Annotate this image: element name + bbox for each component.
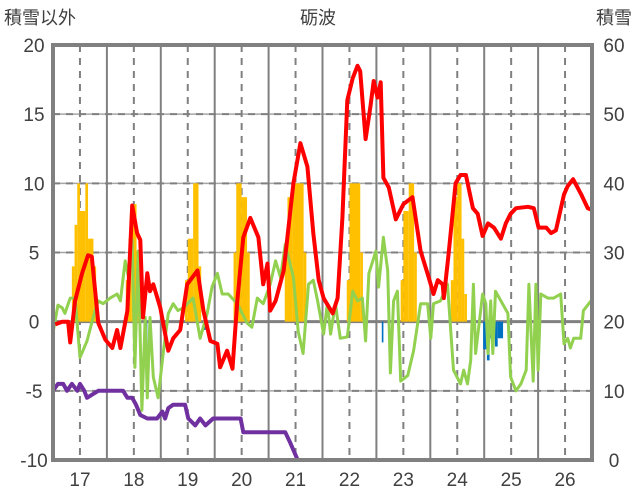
yellow-bar (360, 252, 363, 322)
yellow-bar (236, 183, 242, 322)
y-tick-label-left: -10 (20, 451, 47, 472)
purple-series-line (51, 381, 592, 462)
yellow-bar (461, 238, 465, 322)
x-tick-label: 19 (177, 470, 198, 491)
yellow-bar (233, 252, 237, 322)
left-axis-title: 積雪以外 (4, 8, 76, 29)
plot-frame (51, 43, 594, 462)
y-tick-label-left: 0 (29, 313, 40, 334)
yellow-bar (408, 183, 415, 322)
yellow-bar (77, 183, 80, 322)
yellow-bar (450, 280, 454, 322)
blue-bar (483, 321, 487, 350)
yellow-bar (71, 266, 75, 322)
right-axis-title: 積雪 (596, 8, 632, 29)
yellow-bar (74, 224, 78, 322)
yellow-bar (403, 211, 409, 322)
yellow-bar (303, 252, 307, 322)
yellow-bar (457, 183, 462, 322)
y-tick-label-right: 40 (603, 174, 624, 195)
yellow-bar (284, 252, 288, 322)
x-tick-label: 24 (447, 470, 469, 491)
x-tick-label: 17 (69, 470, 90, 491)
yellow-bar (241, 197, 248, 322)
green-series-line (51, 235, 593, 412)
blue-bar (497, 321, 504, 339)
y-tick-label-left: 5 (29, 244, 40, 265)
x-tick-label: 22 (339, 470, 360, 491)
yellow-bar (88, 238, 94, 322)
y-tick-label-right: 10 (603, 382, 624, 403)
blue-bar (381, 321, 384, 343)
yellow-bar (85, 183, 89, 322)
x-tick-label: 18 (123, 470, 144, 491)
chart-title: 砺波 (300, 8, 336, 29)
yellow-bar (464, 294, 467, 322)
y-tick-label-left: 20 (23, 36, 44, 57)
yellow-bar (193, 183, 199, 322)
yellow-bar (247, 252, 250, 322)
x-tick-label: 21 (285, 470, 306, 491)
blue-bar (494, 321, 498, 347)
red-series-line (54, 63, 592, 371)
y-tick-label-left: 10 (23, 174, 44, 195)
yellow-bar (453, 197, 458, 322)
yellow-bar (414, 252, 417, 322)
yellow-bar (346, 280, 350, 322)
y-tick-label-left: -5 (26, 382, 43, 403)
y-tick-label-right: 20 (603, 313, 624, 334)
x-tick-label: 23 (393, 470, 414, 491)
x-tick-label: 20 (231, 470, 252, 491)
y-tick-label-right: 50 (603, 105, 624, 126)
x-tick-label: 25 (501, 470, 522, 491)
lines (51, 63, 593, 462)
y-tick-label-left: 15 (23, 105, 44, 126)
yellow-bar (292, 183, 304, 322)
x-tick-label: 26 (554, 470, 575, 491)
y-tick-label-right: 0 (609, 451, 620, 472)
yellow-bar (349, 183, 361, 322)
yellow-bar (400, 280, 404, 322)
y-tick-label-right: 60 (603, 36, 624, 57)
y-tick-label-right: 30 (603, 244, 624, 265)
